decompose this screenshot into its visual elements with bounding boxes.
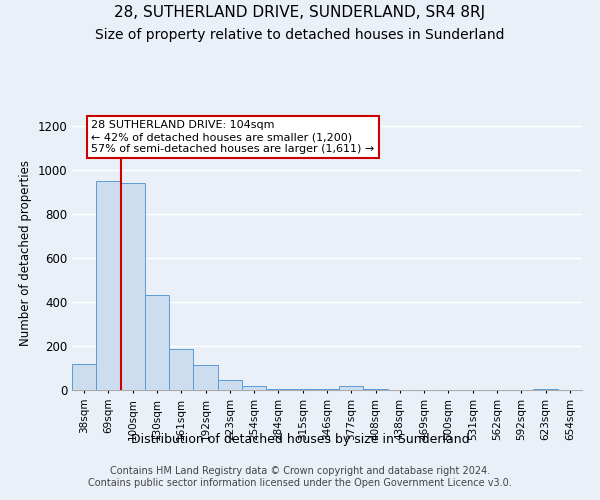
Text: Size of property relative to detached houses in Sunderland: Size of property relative to detached ho…: [95, 28, 505, 42]
Bar: [72, 364, 96, 390]
Bar: [193, 364, 218, 390]
Y-axis label: Number of detached properties: Number of detached properties: [19, 160, 32, 346]
Bar: [145, 296, 169, 390]
Bar: [218, 380, 242, 390]
Text: 28, SUTHERLAND DRIVE, SUNDERLAND, SR4 8RJ: 28, SUTHERLAND DRIVE, SUNDERLAND, SR4 8R…: [115, 5, 485, 20]
Bar: [290, 389, 315, 390]
Text: Contains HM Land Registry data © Crown copyright and database right 2024.
Contai: Contains HM Land Registry data © Crown c…: [88, 466, 512, 487]
Text: Distribution of detached houses by size in Sunderland: Distribution of detached houses by size …: [131, 432, 469, 446]
Bar: [364, 389, 388, 390]
Bar: [266, 389, 290, 390]
Bar: [533, 389, 558, 390]
Bar: [121, 183, 145, 390]
Bar: [242, 386, 266, 390]
Bar: [96, 181, 121, 390]
Bar: [339, 386, 364, 390]
Text: 28 SUTHERLAND DRIVE: 104sqm
← 42% of detached houses are smaller (1,200)
57% of : 28 SUTHERLAND DRIVE: 104sqm ← 42% of det…: [91, 120, 374, 154]
Bar: [169, 350, 193, 390]
Bar: [315, 389, 339, 390]
